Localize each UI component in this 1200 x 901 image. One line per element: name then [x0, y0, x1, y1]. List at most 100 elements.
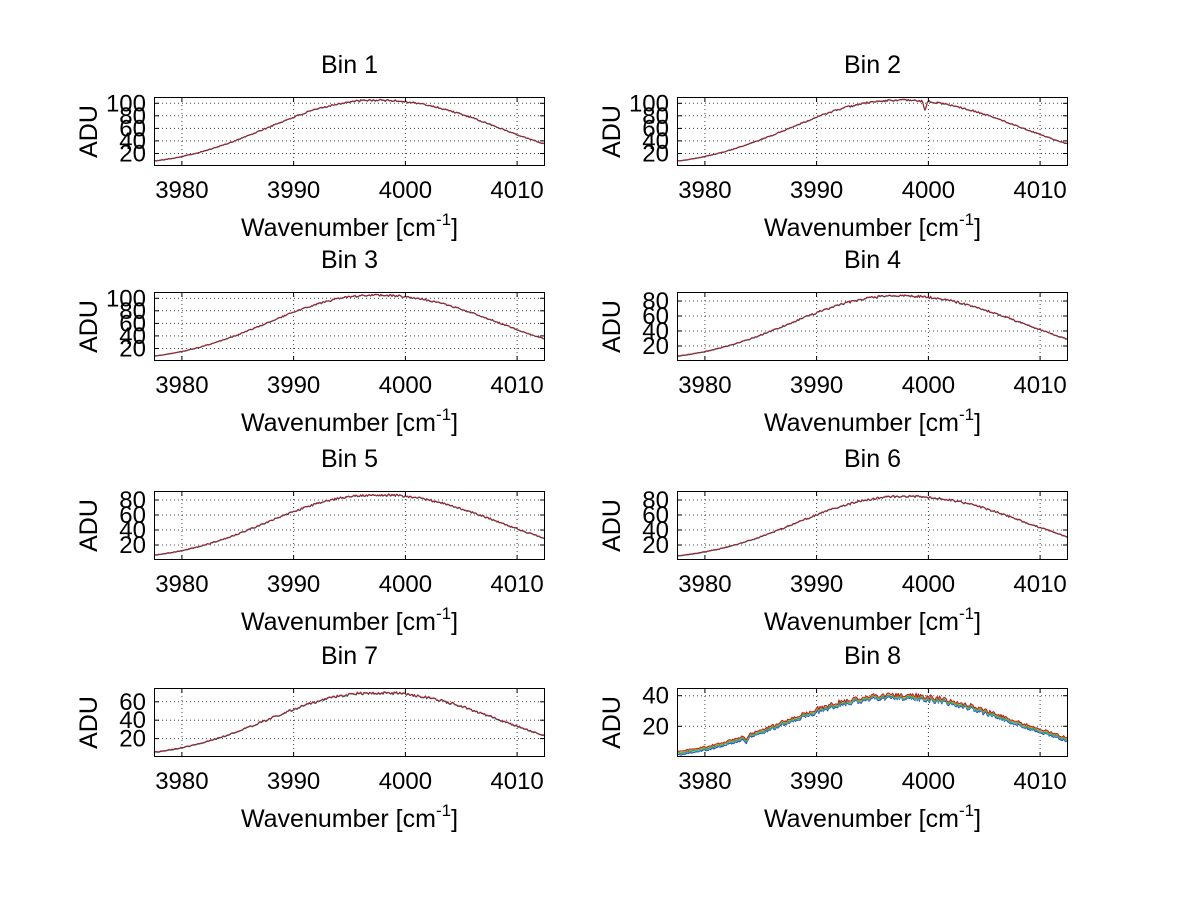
- blue-trace: [676, 695, 1069, 756]
- curve-group: [153, 293, 546, 357]
- plot-title: Bin 7: [321, 642, 378, 670]
- x-tick-label: 4000: [379, 768, 432, 795]
- x-tick-label: 3980: [678, 571, 731, 598]
- grid-lines: [677, 97, 1068, 166]
- x-tick-label: 3990: [790, 177, 843, 204]
- subplot-bin-4: Bin 4 20 40 60 80 ADU 3980 3990 4000 4010 Wavenumb…: [523, 232, 1083, 442]
- axis-frame: [154, 491, 545, 560]
- x-tick-label: 3980: [678, 372, 731, 399]
- axis-frame: [154, 292, 545, 361]
- subplot-bin-8: Bin 8 20 40 ADU 3980 3990 4000 4010 Wavenumber […: [523, 628, 1083, 838]
- x-tick-labels: 3980 3990 4000 4010: [678, 571, 1067, 598]
- y-axis-label: ADU: [75, 300, 103, 353]
- axis-frame: [677, 688, 1068, 757]
- y-tick-label: 20: [119, 141, 146, 168]
- green-trace: [676, 495, 1069, 557]
- x-tick-labels: 3980 3990 4000 4010: [678, 177, 1067, 204]
- x-tick-label: 4010: [1013, 177, 1066, 204]
- green-trace: [676, 694, 1069, 754]
- plot-title: Bin 3: [321, 246, 378, 274]
- x-tick-label: 3990: [267, 372, 320, 399]
- y-tick-label: 80: [119, 103, 146, 130]
- y-tick-label: 100: [629, 90, 669, 117]
- y-axis-label: ADU: [75, 696, 103, 749]
- x-tick-label: 3990: [267, 177, 320, 204]
- y-tick-label: 40: [642, 517, 669, 544]
- axis-frame: [677, 491, 1068, 560]
- x-tick-label: 4000: [379, 571, 432, 598]
- x-axis-label: Wavenumber [cm-1]: [764, 405, 981, 437]
- x-tick-label: 4000: [902, 571, 955, 598]
- x-tick-label: 3990: [790, 571, 843, 598]
- x-tick-label: 4000: [902, 177, 955, 204]
- red-trace: [153, 493, 546, 556]
- cyan-trace: [153, 99, 546, 162]
- x-tick-label: 3980: [155, 768, 208, 795]
- x-tick-label: 3980: [678, 177, 731, 204]
- x-tick-label: 3990: [267, 768, 320, 795]
- subplot-bin-7: Bin 7 20 40 60 ADU 3980 3990 4000 4010 Wavenumber…: [0, 628, 560, 838]
- x-tick-label: 4010: [1013, 571, 1066, 598]
- curve-group: [676, 294, 1069, 357]
- x-tick-label: 4010: [490, 768, 543, 795]
- red-trace: [153, 691, 546, 753]
- red-trace: [676, 294, 1069, 357]
- curve-group: [676, 494, 1069, 557]
- y-tick-label: 60: [119, 502, 146, 529]
- cyan-trace: [677, 495, 1069, 557]
- x-tick-label: 4000: [379, 372, 432, 399]
- blue-trace: [153, 493, 546, 556]
- grid-lines: [154, 97, 545, 166]
- y-tick-label: 60: [642, 115, 669, 142]
- y-axis-label: ADU: [598, 499, 626, 552]
- plot-title: Bin 8: [844, 642, 901, 670]
- x-tick-label: 4010: [490, 571, 543, 598]
- x-tick-label: 4010: [490, 372, 543, 399]
- y-tick-label: 20: [642, 141, 669, 168]
- y-tick-label: 100: [106, 90, 146, 117]
- y-tick-label: 80: [642, 103, 669, 130]
- cyan-trace: [676, 294, 1068, 357]
- y-tick-label: 80: [642, 288, 669, 315]
- cyan-trace: [153, 294, 546, 357]
- y-tick-label: 20: [119, 532, 146, 559]
- y-tick-label: 60: [642, 502, 669, 529]
- y-tick-label: 40: [119, 323, 146, 350]
- axis-frame: [154, 688, 545, 757]
- subplot-bin-6: Bin 6 20 40 60 80 ADU 3980 3990 4000 4010 Wavenumb…: [523, 431, 1083, 641]
- x-tick-label: 4000: [379, 177, 432, 204]
- x-tick-label: 3980: [155, 571, 208, 598]
- curve-group: [153, 493, 546, 557]
- blue-trace: [676, 294, 1068, 357]
- curve-group: [153, 691, 546, 754]
- green-trace: [153, 493, 546, 557]
- axis-frame: [677, 292, 1068, 361]
- grid-lines: [154, 491, 545, 560]
- curve-group: [676, 692, 1069, 756]
- x-axis-label: Wavenumber [cm-1]: [241, 604, 458, 636]
- y-tick-label: 40: [119, 517, 146, 544]
- cyan-trace: [676, 694, 1069, 755]
- grid-lines: [677, 292, 1068, 361]
- red-trace: [676, 98, 1069, 162]
- x-axis-label: Wavenumber [cm-1]: [764, 210, 981, 242]
- x-tick-label: 3990: [267, 571, 320, 598]
- y-tick-label: 100: [106, 285, 146, 312]
- y-tick-label: 20: [119, 726, 146, 753]
- x-axis-label: Wavenumber [cm-1]: [241, 801, 458, 833]
- x-tick-label: 4000: [902, 372, 955, 399]
- green-trace: [153, 99, 546, 162]
- x-tick-label: 3990: [790, 372, 843, 399]
- x-tick-label: 3980: [155, 372, 208, 399]
- y-tick-label: 80: [119, 298, 146, 325]
- y-tick-label: 80: [642, 487, 669, 514]
